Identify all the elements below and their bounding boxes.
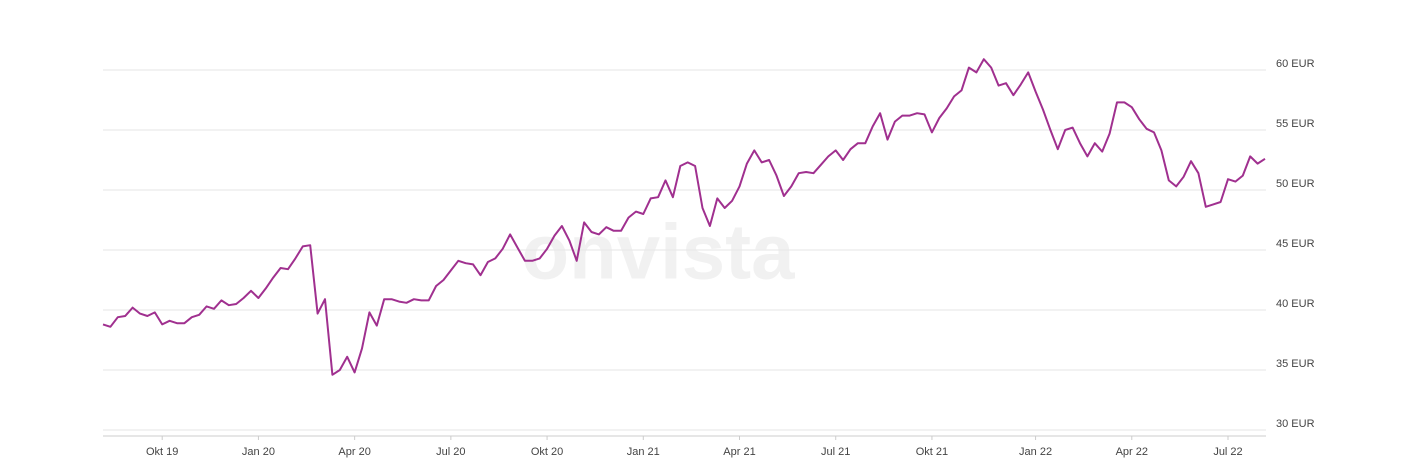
- x-tick-label: Jul 22: [1213, 446, 1242, 458]
- x-tick-label: Jul 21: [821, 446, 850, 458]
- y-tick-label: 55 EUR: [1276, 118, 1315, 130]
- watermark: onvista: [521, 208, 795, 296]
- x-tick-label: Okt 21: [916, 446, 948, 458]
- y-tick-label: 35 EUR: [1276, 358, 1315, 370]
- x-tick-label: Jan 20: [242, 446, 275, 458]
- x-tick-label: Okt 20: [531, 446, 563, 458]
- y-tick-label: 30 EUR: [1276, 418, 1315, 430]
- y-tick-label: 45 EUR: [1276, 238, 1315, 250]
- y-tick-label: 50 EUR: [1276, 178, 1315, 190]
- price-line: [102, 58, 1266, 376]
- x-tick-label: Apr 20: [338, 446, 370, 458]
- y-tick-label: 40 EUR: [1276, 298, 1315, 310]
- y-tick-label: 60 EUR: [1276, 58, 1315, 70]
- x-tick-label: Okt 19: [146, 446, 178, 458]
- x-tick-label: Jan 21: [627, 446, 660, 458]
- x-tick-label: Jan 22: [1019, 446, 1052, 458]
- x-tick-label: Apr 22: [1116, 446, 1148, 458]
- x-tick-label: Apr 21: [723, 446, 755, 458]
- x-tick-label: Jul 20: [436, 446, 465, 458]
